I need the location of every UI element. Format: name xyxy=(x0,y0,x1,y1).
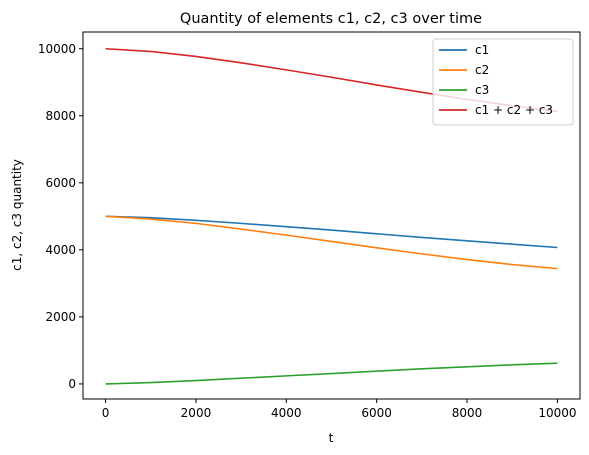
legend-label: c1 + c2 + c3 xyxy=(475,103,553,117)
x-tick-label: 4000 xyxy=(271,406,302,420)
y-tick-label: 0 xyxy=(68,377,76,391)
x-tick-label: 10000 xyxy=(538,406,576,420)
legend-box xyxy=(432,38,574,126)
y-tick-label: 2000 xyxy=(45,310,76,324)
x-tick-label: 8000 xyxy=(452,406,483,420)
chart-title: Quantity of elements c1, c2, c3 over tim… xyxy=(180,11,482,27)
axes-frame xyxy=(82,31,581,400)
legend-label: c1 xyxy=(475,43,489,57)
y-axis-label: c1, c2, c3 quantity xyxy=(10,159,24,271)
x-tick-label: 2000 xyxy=(181,406,212,420)
y-axis: 0 2000 4000 6000 8000 10000 xyxy=(38,42,83,391)
series-line-c3 xyxy=(105,362,558,385)
series-line-c2 xyxy=(105,215,558,270)
y-tick-label: 6000 xyxy=(45,176,76,190)
y-tick-label: 8000 xyxy=(45,109,76,123)
legend-label: c2 xyxy=(475,63,489,77)
y-tick-label: 10000 xyxy=(38,42,76,56)
series-line-c1 xyxy=(105,215,558,249)
x-tick-label: 6000 xyxy=(361,406,392,420)
y-tick-label: 4000 xyxy=(45,243,76,257)
legend-label: c3 xyxy=(475,83,489,97)
plot-area xyxy=(105,47,558,385)
x-tick-label: 0 xyxy=(102,406,110,420)
x-axis-label: t xyxy=(329,431,334,445)
legend: c1 c2 c3 c1 + c2 + c3 xyxy=(432,38,574,126)
x-axis: 0 2000 4000 6000 8000 10000 xyxy=(102,399,577,420)
